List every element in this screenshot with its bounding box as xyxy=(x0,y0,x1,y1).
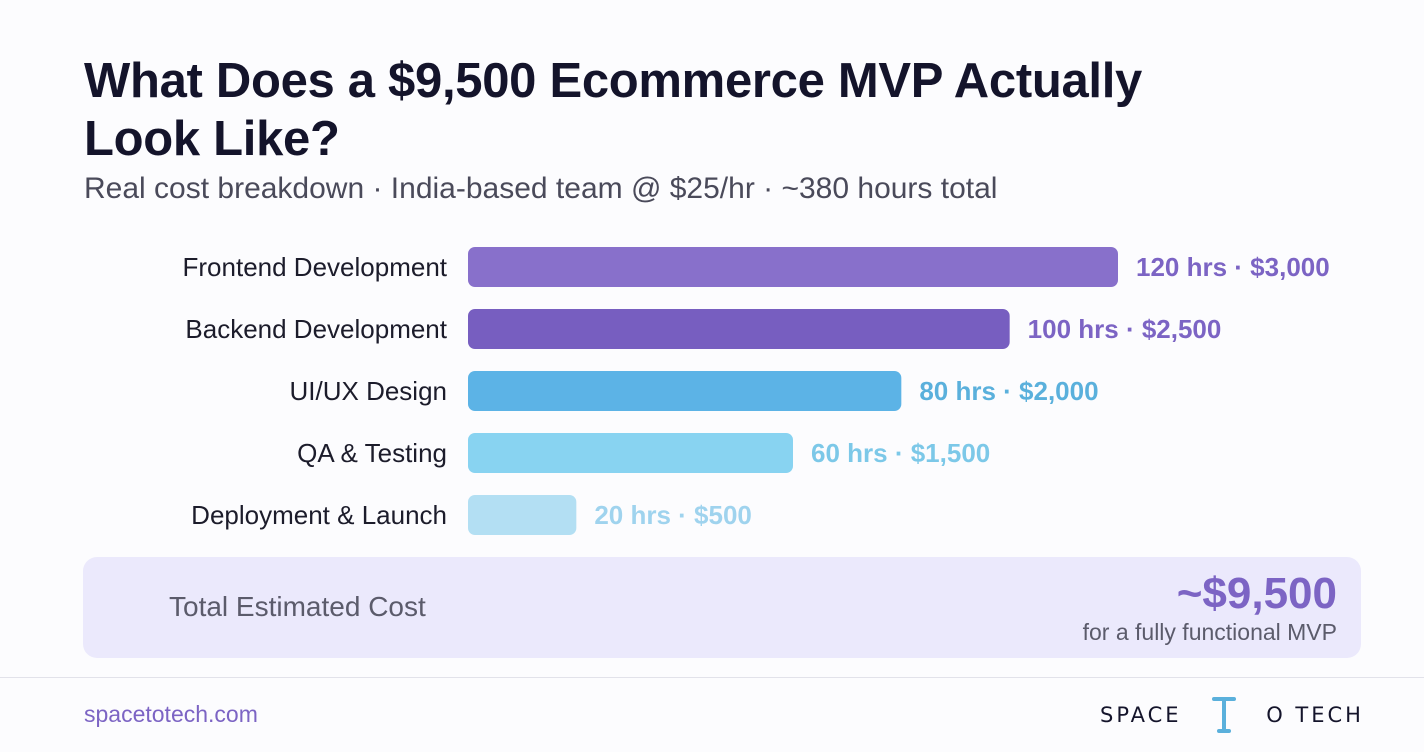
brand-logo: SPACE O TECH xyxy=(1100,693,1364,737)
data-label: 100 hrs · $2,500 xyxy=(1028,314,1222,344)
category-label: UI/UX Design xyxy=(290,376,448,406)
bar-chart: Frontend Development 120 hrs · $3,000 Back… xyxy=(183,247,1330,535)
brand-word-right: O TECH xyxy=(1266,703,1364,727)
data-label: 20 hrs · $500 xyxy=(594,500,752,530)
total-cost-label: Total Estimated Cost xyxy=(169,591,426,622)
page-subtitle: Real cost breakdown · India-based team @… xyxy=(84,172,998,205)
category-label: Frontend Development xyxy=(183,252,448,282)
bar xyxy=(468,495,577,535)
category-label: Deployment & Launch xyxy=(191,500,447,530)
data-label: 120 hrs · $3,000 xyxy=(1136,252,1330,282)
bar xyxy=(468,309,1010,349)
t-shaped-tower-icon xyxy=(1211,697,1236,733)
total-cost-panel: Total Estimated Cost ~$9,500 for a fully… xyxy=(83,557,1361,658)
bar xyxy=(468,433,793,473)
footer-divider xyxy=(0,677,1424,678)
footer-site-link[interactable]: spacetotech.com xyxy=(84,701,258,727)
total-cost-note: for a fully functional MVP xyxy=(1082,619,1337,645)
page-title: What Does a $9,500 Ecommerce MVP Actuall… xyxy=(84,54,1142,166)
brand-word-left: SPACE xyxy=(1100,703,1182,727)
data-label: 60 hrs · $1,500 xyxy=(811,438,990,468)
category-label: QA & Testing xyxy=(297,438,447,468)
bar xyxy=(468,247,1118,287)
total-cost-value: ~$9,500 xyxy=(1176,569,1337,618)
bar xyxy=(468,371,902,411)
data-label: 80 hrs · $2,000 xyxy=(919,376,1098,406)
category-label: Backend Development xyxy=(185,314,447,344)
